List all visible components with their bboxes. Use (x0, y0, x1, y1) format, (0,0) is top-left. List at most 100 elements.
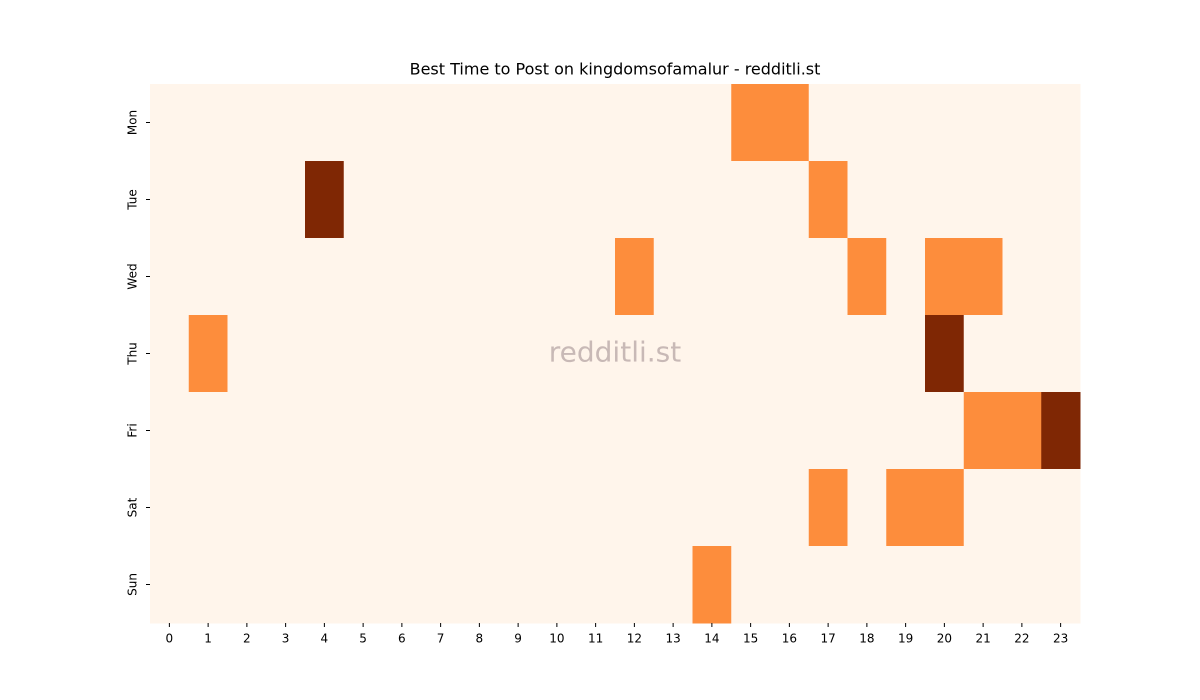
axes: 0 1 2 3 4 5 6 7 8 9 10 11 12 13 14 15 16 17 18 19 20 21 22 23Mo… (126, 110, 1069, 646)
heatmap-cell (1041, 469, 1081, 547)
heatmap-cell (731, 161, 771, 239)
heatmap-cell (266, 161, 306, 239)
heatmap-cell (731, 546, 771, 624)
heatmap-cell (421, 84, 461, 162)
heatmap-cell (1041, 84, 1081, 162)
heatmap-cell (498, 546, 538, 624)
heatmap-cell (1041, 315, 1081, 393)
x-tick-label: 11 (588, 632, 603, 646)
y-tick-label: Mon (126, 110, 140, 135)
watermark: redditli.st (549, 336, 681, 369)
x-tick-label: 1 (204, 632, 212, 646)
x-tick-label: 8 (476, 632, 484, 646)
heatmap-cell (421, 469, 461, 547)
heatmap-cell (653, 392, 693, 470)
heatmap-cell (305, 84, 345, 162)
heatmap-cell (150, 161, 190, 239)
x-tick-label: 17 (820, 632, 835, 646)
heatmap-cell (847, 392, 887, 470)
x-tick-label: 18 (859, 632, 874, 646)
heatmap-cell (576, 84, 616, 162)
heatmap-cell (731, 84, 771, 162)
heatmap-cell (731, 238, 771, 316)
heatmap-cell (1002, 84, 1042, 162)
heatmap-cell (847, 161, 887, 239)
y-tick-label: Fri (126, 423, 140, 437)
x-tick-label: 0 (166, 632, 174, 646)
heatmap-cell (537, 546, 577, 624)
heatmap-cell (421, 161, 461, 239)
heatmap-cell (615, 546, 655, 624)
heatmap-cell (460, 392, 500, 470)
heatmap-cell (770, 315, 810, 393)
x-tick-label: 7 (437, 632, 445, 646)
heatmap-cell (537, 84, 577, 162)
x-tick-label: 9 (514, 632, 522, 646)
heatmap-cell (227, 469, 267, 547)
heatmap-cell (150, 546, 190, 624)
heatmap-cell (421, 315, 461, 393)
heatmap-cell (576, 315, 616, 393)
heatmap-cell (925, 315, 965, 393)
heatmap-cell (537, 392, 577, 470)
heatmap-cell (770, 392, 810, 470)
heatmap-cell (343, 161, 383, 239)
heatmap-cell (343, 469, 383, 547)
heatmap-cell (925, 84, 965, 162)
heatmap-cell (808, 546, 848, 624)
heatmap-cell (498, 238, 538, 316)
heatmap-cell (886, 161, 926, 239)
x-tick-label: 10 (549, 632, 564, 646)
y-tick-label: Wed (126, 263, 140, 289)
heatmap-cell (421, 392, 461, 470)
x-tick-label: 23 (1053, 632, 1068, 646)
heatmap-cell (305, 392, 345, 470)
heatmap-cell (227, 238, 267, 316)
heatmap-cell (421, 238, 461, 316)
heatmap-cell (886, 84, 926, 162)
heatmap-cell (382, 84, 422, 162)
heatmap-cells (150, 84, 1081, 624)
heatmap-cell (498, 161, 538, 239)
heatmap-cell (963, 238, 1003, 316)
heatmap-cell (808, 469, 848, 547)
heatmap-cell (770, 84, 810, 162)
heatmap-cell (537, 469, 577, 547)
heatmap-cell (498, 392, 538, 470)
heatmap-cell (150, 238, 190, 316)
heatmap-cell (1002, 392, 1042, 470)
heatmap-cell (460, 238, 500, 316)
heatmap-cell (188, 84, 228, 162)
heatmap-cell (653, 238, 693, 316)
heatmap-cell (537, 161, 577, 239)
heatmap-cell (963, 469, 1003, 547)
heatmap-cell (343, 392, 383, 470)
heatmap-cell (925, 238, 965, 316)
heatmap-cell (692, 392, 732, 470)
heatmap-cell (382, 315, 422, 393)
heatmap-cell (653, 546, 693, 624)
x-tick-label: 14 (704, 632, 719, 646)
y-tick-label: Tue (126, 189, 140, 211)
heatmap-cell (1041, 161, 1081, 239)
heatmap-cell (615, 161, 655, 239)
heatmap-cell (576, 546, 616, 624)
heatmap-cell (963, 84, 1003, 162)
x-tick-label: 4 (321, 632, 329, 646)
heatmap-cell (188, 161, 228, 239)
heatmap-cell (498, 315, 538, 393)
heatmap-cell (266, 84, 306, 162)
heatmap-cell (382, 161, 422, 239)
x-tick-label: 13 (665, 632, 680, 646)
heatmap-cell (498, 469, 538, 547)
heatmap-cell (770, 546, 810, 624)
x-tick-label: 19 (898, 632, 913, 646)
heatmap-cell (150, 84, 190, 162)
heatmap-cell (227, 546, 267, 624)
heatmap-cell (770, 238, 810, 316)
x-tick-label: 2 (243, 632, 251, 646)
heatmap-cell (576, 161, 616, 239)
heatmap-cell (925, 161, 965, 239)
heatmap-cell (731, 315, 771, 393)
